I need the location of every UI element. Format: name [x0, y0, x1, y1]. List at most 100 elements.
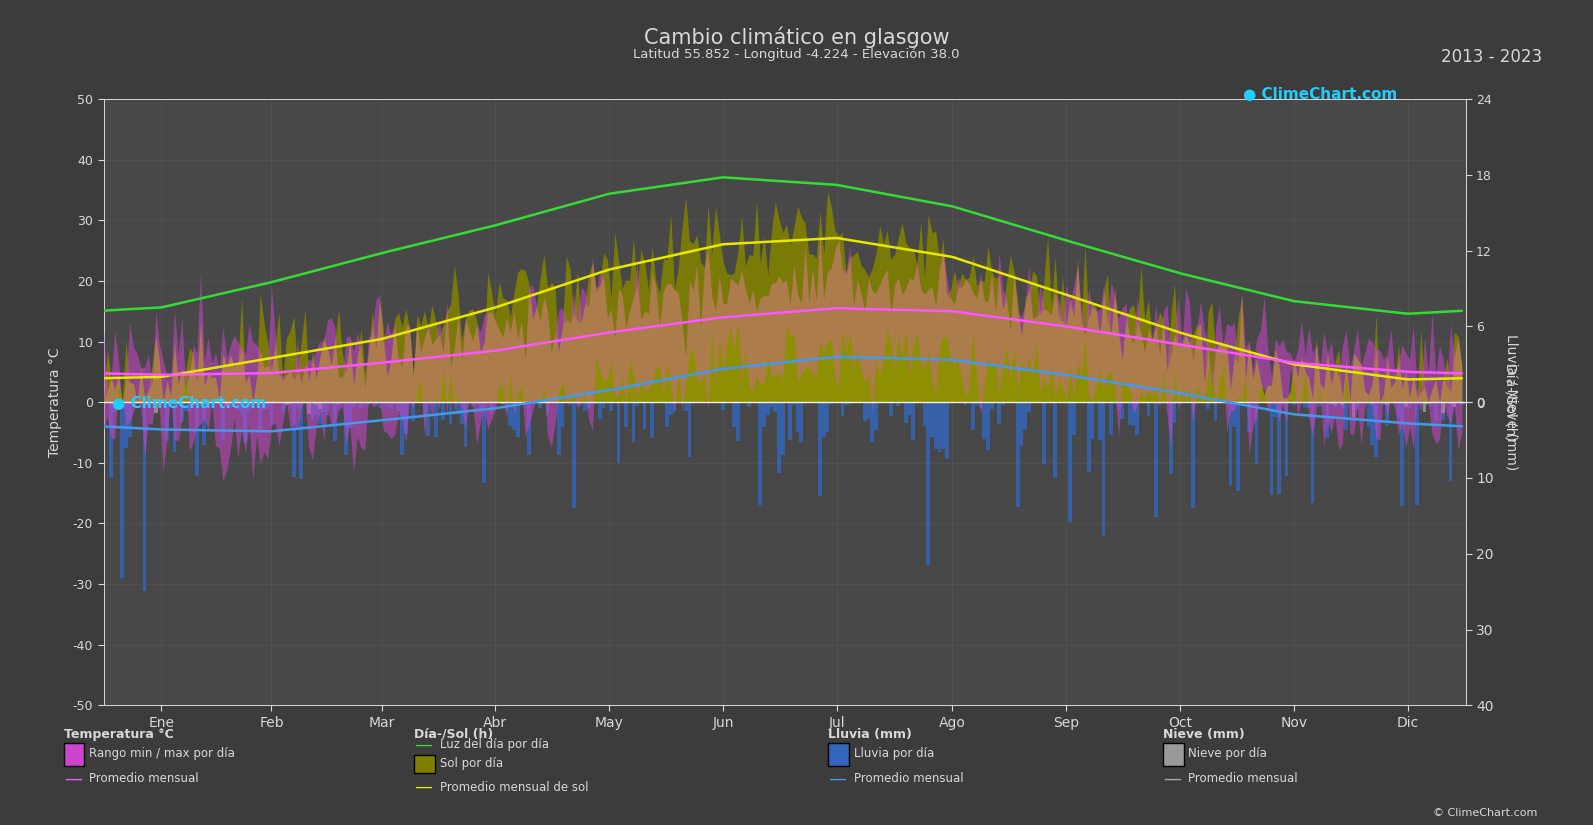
Text: 2013 - 2023: 2013 - 2023: [1442, 48, 1542, 66]
Bar: [1381, 403, 1386, 405]
Bar: [177, 403, 180, 404]
Bar: [1086, 403, 1091, 472]
Bar: [933, 403, 938, 449]
Bar: [102, 403, 105, 408]
Bar: [609, 403, 613, 411]
Bar: [347, 403, 352, 428]
Bar: [761, 403, 766, 427]
Bar: [228, 403, 233, 408]
Bar: [1153, 403, 1158, 517]
Text: Día-/Sol (h): Día-/Sol (h): [414, 728, 494, 741]
Bar: [819, 403, 822, 496]
Bar: [997, 403, 1000, 424]
Bar: [441, 403, 444, 420]
Text: Lluvia (mm): Lluvia (mm): [828, 728, 913, 741]
Bar: [172, 403, 177, 452]
Bar: [1397, 403, 1400, 418]
Bar: [1136, 403, 1139, 435]
Bar: [1370, 403, 1375, 404]
Bar: [1236, 403, 1239, 491]
Bar: [352, 403, 355, 408]
Text: Promedio mensual: Promedio mensual: [1188, 772, 1298, 785]
Bar: [258, 403, 263, 433]
Y-axis label: Temperatura °C: Temperatura °C: [48, 347, 62, 457]
Bar: [311, 403, 314, 420]
Bar: [1214, 403, 1217, 422]
Bar: [1442, 403, 1445, 412]
Bar: [263, 403, 266, 410]
Bar: [397, 403, 400, 412]
Bar: [773, 403, 777, 412]
Bar: [1284, 403, 1289, 477]
Bar: [489, 403, 494, 413]
Bar: [822, 403, 825, 437]
Bar: [1228, 403, 1233, 486]
Text: Lluvia por día: Lluvia por día: [854, 747, 933, 760]
Bar: [558, 403, 561, 455]
Bar: [1098, 403, 1102, 440]
Text: ● ClimeChart.com: ● ClimeChart.com: [112, 396, 266, 411]
Bar: [236, 403, 239, 410]
Text: —: —: [414, 736, 432, 754]
Bar: [796, 403, 800, 431]
Bar: [1131, 403, 1136, 426]
Bar: [280, 403, 285, 412]
Bar: [113, 403, 116, 412]
Bar: [561, 403, 564, 427]
Bar: [358, 403, 363, 408]
Bar: [1419, 403, 1423, 404]
Bar: [508, 403, 513, 426]
Bar: [319, 403, 322, 425]
Text: —: —: [828, 770, 846, 788]
Bar: [1255, 403, 1258, 464]
Bar: [538, 403, 542, 408]
Bar: [1408, 403, 1411, 408]
Bar: [147, 403, 150, 405]
Bar: [642, 403, 647, 429]
Bar: [546, 403, 550, 415]
Text: —: —: [1163, 770, 1180, 788]
Y-axis label: Día-/Sol (h): Día-/Sol (h): [1502, 363, 1517, 441]
Bar: [1172, 403, 1176, 423]
Bar: [1317, 403, 1322, 407]
Bar: [1344, 403, 1348, 430]
Bar: [427, 403, 430, 436]
Bar: [524, 403, 527, 404]
Bar: [624, 403, 628, 427]
Bar: [386, 403, 389, 407]
Bar: [127, 403, 132, 437]
Bar: [1147, 403, 1150, 416]
Bar: [344, 403, 347, 455]
Bar: [964, 403, 967, 404]
Bar: [870, 403, 875, 442]
Bar: [922, 403, 927, 427]
Bar: [1448, 403, 1453, 481]
Bar: [683, 403, 688, 411]
Text: Sol por día: Sol por día: [440, 757, 503, 771]
Bar: [405, 403, 408, 434]
Bar: [863, 403, 867, 421]
Bar: [1027, 403, 1031, 412]
Bar: [183, 403, 188, 412]
Bar: [460, 403, 464, 424]
Bar: [1453, 403, 1456, 407]
Bar: [483, 403, 486, 483]
Bar: [266, 403, 269, 409]
Text: Cambio climático en glasgow: Cambio climático en glasgow: [644, 26, 949, 48]
Bar: [1400, 403, 1403, 506]
Bar: [191, 403, 194, 405]
Bar: [938, 403, 941, 452]
Bar: [314, 403, 319, 405]
Bar: [513, 403, 516, 430]
Bar: [911, 403, 914, 440]
Bar: [867, 403, 870, 419]
Bar: [143, 403, 147, 591]
Bar: [1016, 403, 1020, 507]
Text: —: —: [64, 770, 81, 788]
Text: Promedio mensual de sol: Promedio mensual de sol: [440, 780, 588, 794]
Bar: [296, 403, 299, 408]
Bar: [225, 403, 228, 407]
Bar: [1311, 403, 1314, 503]
Bar: [527, 403, 530, 455]
Bar: [800, 403, 803, 441]
